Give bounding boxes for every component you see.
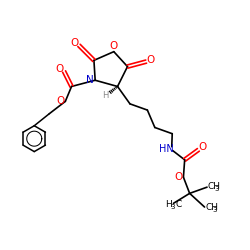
Text: O: O	[146, 55, 155, 65]
Text: N: N	[86, 75, 94, 85]
Text: O: O	[56, 64, 64, 74]
Text: O: O	[174, 172, 182, 182]
Text: O: O	[57, 96, 65, 106]
Text: CH: CH	[208, 182, 221, 191]
Text: 3: 3	[212, 206, 217, 212]
Text: 3: 3	[215, 186, 219, 192]
Text: CH: CH	[205, 202, 218, 211]
Text: HN: HN	[160, 144, 174, 154]
Text: C: C	[176, 200, 182, 209]
Text: O: O	[70, 38, 79, 48]
Text: O: O	[198, 142, 207, 152]
Text: H: H	[102, 91, 108, 100]
Text: 3: 3	[170, 204, 175, 210]
Text: H: H	[166, 200, 172, 209]
Text: O: O	[110, 41, 118, 51]
